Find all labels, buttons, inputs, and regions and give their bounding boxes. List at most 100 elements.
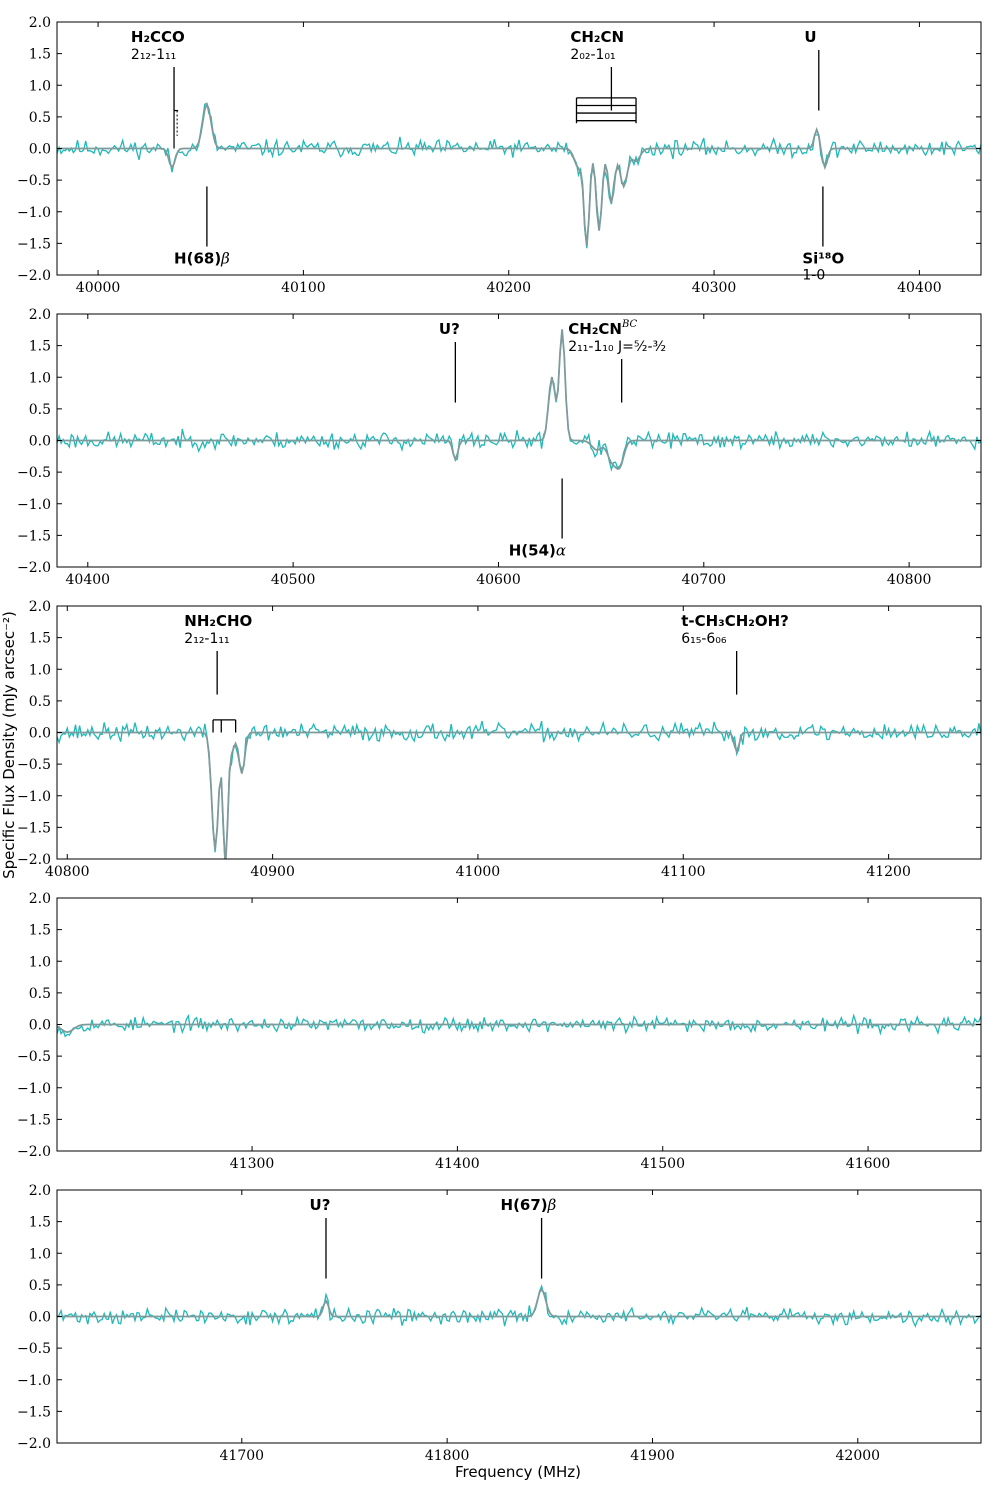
- annotation-label: Si¹⁸O: [802, 250, 844, 268]
- x-tick-label: 41300: [230, 1156, 275, 1172]
- x-tick-label: 40800: [45, 864, 90, 880]
- y-tick-label: 0.0: [29, 726, 51, 742]
- x-tick-label: 41500: [640, 1156, 685, 1172]
- y-tick-label: −1.0: [17, 1081, 51, 1097]
- y-tick-label: 0.0: [29, 1018, 51, 1034]
- observed-spectrum-line: [57, 1013, 981, 1038]
- x-tick-label: 40300: [692, 280, 737, 296]
- annotation-u-q: U?: [439, 320, 460, 403]
- y-tick-label: 0.5: [29, 694, 51, 710]
- annotation-transition: 2₁₁-1₁₀ J=⁵⁄₂-³⁄₂: [568, 339, 666, 355]
- y-tick-label: 2.0: [29, 1183, 51, 1199]
- observed-spectrum-line: [57, 1284, 981, 1328]
- y-tick-label: −2.0: [17, 852, 51, 868]
- y-tick-label: 1.5: [29, 339, 51, 355]
- y-tick-label: 1.5: [29, 47, 51, 63]
- x-tick-label: 41100: [661, 864, 706, 880]
- y-tick-label: 2.0: [29, 15, 51, 31]
- y-tick-label: −0.5: [17, 173, 51, 189]
- x-tick-label: 40900: [250, 864, 295, 880]
- spectrum-panel: −2.0 −1.5 −1.0 −0.5 0.0 0.5 1.0 1.5 2.0 41700 4180…: [17, 1183, 982, 1464]
- x-tick-label: 40400: [66, 572, 111, 588]
- annotation-h54a: H(54)α: [509, 478, 566, 560]
- observed-spectrum-line: [57, 334, 981, 472]
- annotation-label: t-CH₃CH₂OH?: [681, 612, 789, 630]
- model-spectrum-line: [57, 1287, 981, 1318]
- y-tick-label: −1.0: [17, 497, 51, 513]
- annotation-label: H₂CCO: [131, 28, 185, 46]
- y-tick-label: 0.5: [29, 986, 51, 1002]
- annotation-transition: 1-0: [802, 268, 825, 284]
- y-tick-label: 1.0: [29, 954, 51, 970]
- observed-spectrum-line: [57, 720, 981, 859]
- y-tick-label: −2.0: [17, 1144, 51, 1160]
- component-bracket: [212, 719, 237, 733]
- annotation-label: H(67)β: [501, 1196, 557, 1214]
- y-tick-label: −0.5: [17, 757, 51, 773]
- y-axis-label: Specific Flux Density (mJy arcsec⁻²): [0, 611, 18, 879]
- y-tick-label: −1.0: [17, 1373, 51, 1389]
- spectrum-panel: −2.0 −1.5 −1.0 −0.5 0.0 0.5 1.0 1.5 2.0 40400 4050…: [17, 307, 982, 588]
- y-tick-label: −2.0: [17, 1436, 51, 1452]
- x-tick-label: 40700: [682, 572, 727, 588]
- annotation-label: U?: [439, 320, 460, 338]
- x-tick-label: 41900: [630, 1448, 675, 1464]
- x-tick-label: 40500: [271, 572, 316, 588]
- y-tick-label: −1.5: [17, 528, 51, 544]
- y-tick-label: −1.5: [17, 1112, 51, 1128]
- y-tick-label: 2.0: [29, 307, 51, 323]
- x-tick-label: 40200: [486, 280, 531, 296]
- annotation-label: U?: [310, 1196, 331, 1214]
- annotation-transition: 2₀₂-1₀₁: [570, 47, 615, 63]
- y-tick-label: −2.0: [17, 560, 51, 576]
- x-tick-label: 40600: [476, 572, 521, 588]
- y-tick-label: 0.0: [29, 1310, 51, 1326]
- y-tick-label: 0.5: [29, 110, 51, 126]
- y-tick-label: −1.5: [17, 236, 51, 252]
- y-tick-label: 0.5: [29, 402, 51, 418]
- y-tick-label: 1.0: [29, 1246, 51, 1262]
- x-tick-label: 41200: [866, 864, 911, 880]
- x-tick-label: 40400: [897, 280, 942, 296]
- y-tick-label: 0.5: [29, 1278, 51, 1294]
- x-tick-label: 40000: [76, 280, 121, 296]
- spectrum-panel: −2.0 −1.5 −1.0 −0.5 0.0 0.5 1.0 1.5 2.0 40800 4090…: [17, 599, 982, 880]
- model-spectrum-line: [57, 1023, 981, 1034]
- observed-spectrum-line: [57, 102, 981, 249]
- spectrum-panel: −2.0 −1.5 −1.0 −0.5 0.0 0.5 1.0 1.5 2.0 40000 4010…: [17, 15, 982, 296]
- y-tick-label: −1.5: [17, 1404, 51, 1420]
- x-tick-label: 41000: [456, 864, 501, 880]
- y-tick-label: 2.0: [29, 599, 51, 615]
- annotation-label: NH₂CHO: [184, 612, 252, 630]
- annotation-label: CH₂CN: [570, 28, 624, 46]
- annotation-label: CH₂CNBC: [568, 319, 637, 338]
- y-tick-label: 1.5: [29, 923, 51, 939]
- x-tick-label: 41700: [220, 1448, 265, 1464]
- annotation-h68b: H(68)β: [174, 186, 230, 268]
- y-tick-label: −0.5: [17, 1049, 51, 1065]
- x-tick-label: 41600: [846, 1156, 891, 1172]
- y-tick-label: 1.5: [29, 631, 51, 647]
- x-tick-label: 41400: [435, 1156, 480, 1172]
- x-tick-label: 40800: [887, 572, 932, 588]
- model-spectrum-line: [57, 329, 981, 470]
- y-tick-label: −1.0: [17, 789, 51, 805]
- annotation-transition: 2₁₂-1₁₁: [131, 47, 176, 63]
- y-tick-label: 0.0: [29, 142, 51, 158]
- x-axis-label: Frequency (MHz): [455, 1463, 581, 1481]
- y-tick-label: 0.0: [29, 434, 51, 450]
- y-tick-label: 1.0: [29, 662, 51, 678]
- annotation-u-q2: U?: [310, 1196, 331, 1279]
- x-tick-label: 41800: [425, 1448, 470, 1464]
- y-tick-label: −2.0: [17, 268, 51, 284]
- y-tick-label: −1.5: [17, 820, 51, 836]
- hyperfine-ladder: [173, 97, 637, 149]
- x-tick-label: 42000: [836, 1448, 881, 1464]
- model-spectrum-line: [57, 101, 981, 247]
